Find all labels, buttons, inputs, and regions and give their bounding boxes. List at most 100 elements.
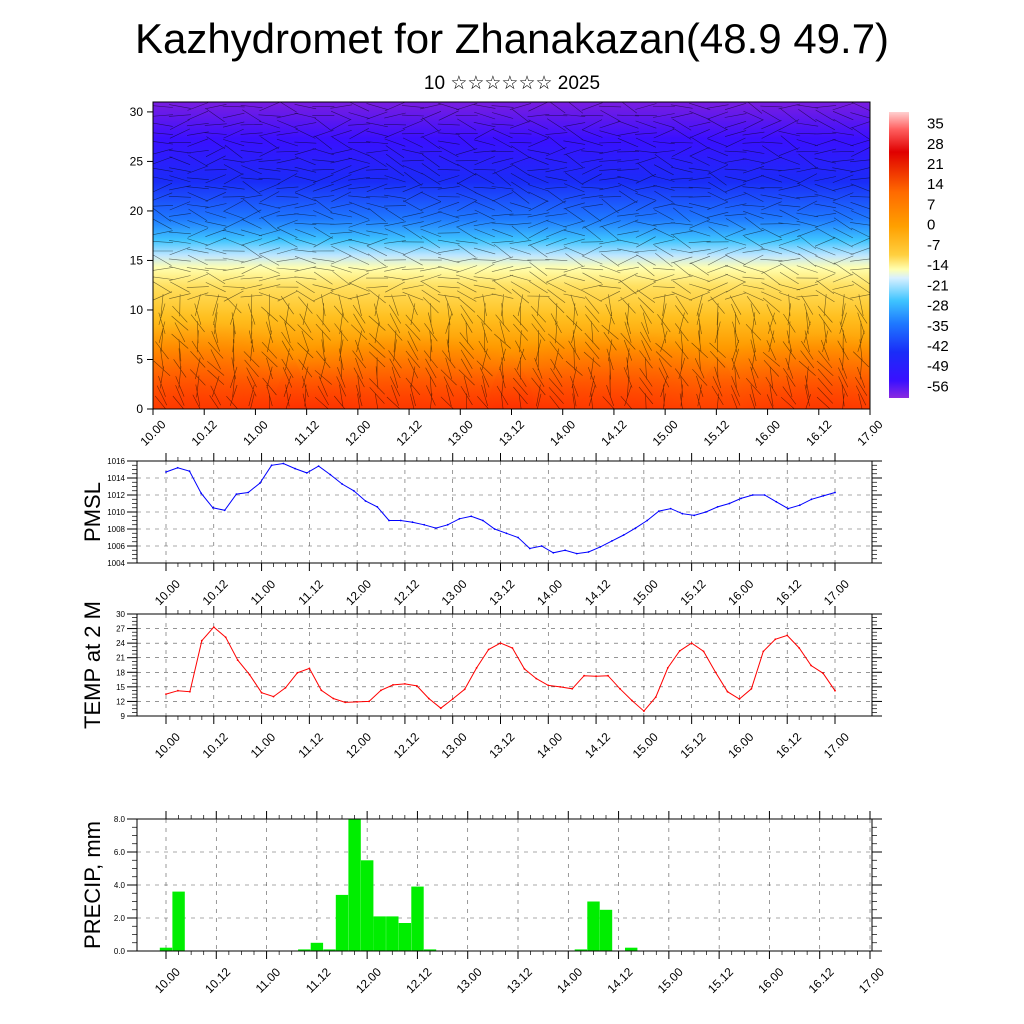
heatmap-x-tick-label: 13.12	[496, 417, 527, 448]
pmsl-x-tick-label: 14.12	[582, 577, 613, 608]
temp-point	[368, 700, 370, 703]
heatmap-y-tick-label: 25	[130, 154, 144, 168]
temp-point	[762, 650, 765, 653]
precip-frame	[136, 818, 873, 952]
temp-point	[834, 689, 836, 692]
pmsl-point	[646, 519, 649, 522]
temp-point	[571, 687, 574, 690]
pmsl-point	[388, 519, 390, 522]
precip-x-tick-label: 13.12	[504, 965, 535, 996]
pmsl-point	[622, 534, 625, 536]
pmsl-point	[259, 482, 261, 484]
pmsl-x-tick-label: 14.00	[534, 577, 565, 608]
heatmap-x-tick-label: 12.00	[342, 417, 373, 448]
pmsl-point	[740, 497, 742, 500]
temp-point	[272, 695, 275, 698]
pmsl-x-tick-label: 12.12	[391, 577, 422, 608]
pmsl-point	[282, 462, 285, 465]
colorbar-label: -21	[927, 277, 949, 294]
pmsl-point	[528, 547, 531, 550]
precip-x-tick-label: 14.00	[554, 965, 585, 996]
temp-point	[702, 650, 705, 653]
temp-y-tick-label: 27	[116, 625, 125, 634]
temp-point	[200, 639, 203, 642]
precip-bar	[587, 901, 600, 951]
precip-x-tick-label: 15.00	[655, 965, 686, 996]
pmsl-point	[669, 507, 672, 510]
pmsl-point	[575, 552, 578, 555]
pmsl-point	[681, 512, 684, 515]
heatmap-x-tick-label: 11.00	[240, 418, 271, 449]
temp-point	[356, 701, 358, 703]
pmsl-point	[458, 517, 461, 520]
precip-x-tick-label: 10.12	[202, 965, 233, 996]
heatmap-x-tick-label: 14.12	[598, 417, 629, 448]
temp-point	[463, 688, 466, 691]
pmsl-point	[599, 546, 602, 548]
temp-point	[439, 707, 442, 710]
heatmap-panel	[153, 102, 870, 409]
heatmap-x-tick-label: 16.12	[803, 417, 834, 448]
colorbar-label: 7	[927, 196, 935, 213]
temp-point	[212, 626, 215, 628]
pmsl-point	[716, 506, 719, 508]
pmsl-point	[751, 494, 754, 496]
temp-y-tick-label: 15	[116, 683, 125, 692]
temp-point	[475, 667, 478, 669]
pmsl-frame	[136, 460, 873, 564]
pmsl-point	[435, 527, 437, 529]
precip-x-tick-label: 12.12	[403, 965, 434, 996]
pmsl-point	[270, 464, 273, 467]
temp-point	[810, 664, 812, 667]
precip-bar	[172, 891, 185, 951]
pmsl-point	[399, 519, 402, 522]
temp-x-tick-label: 15.12	[677, 730, 708, 761]
pmsl-point	[470, 515, 473, 518]
precip-bar	[411, 886, 424, 951]
temp-x-tick-label: 16.00	[725, 730, 756, 761]
heatmap-x-tick-label: 16.00	[752, 417, 783, 448]
pmsl-point	[317, 465, 320, 467]
colorbar-label: -7	[927, 237, 940, 254]
pmsl-x-tick-label: 15.00	[630, 577, 661, 608]
precip-x-tick-label: 17.00	[856, 965, 887, 996]
heatmap-y-tick-label: 5	[136, 352, 143, 366]
pmsl-y-tick-label: 1004	[107, 559, 125, 568]
pmsl-point	[446, 523, 449, 526]
temp-point	[738, 698, 741, 700]
pmsl-x-tick-label: 11.00	[248, 577, 279, 608]
pmsl-point	[728, 502, 731, 505]
temp-x-tick-label: 13.12	[486, 730, 517, 761]
temp-point	[248, 673, 251, 676]
precip-y-tick-label: 0.0	[114, 947, 126, 956]
heatmap-x-tick-label: 14.00	[547, 417, 578, 448]
temp-y-tick-label: 21	[116, 654, 125, 663]
pmsl-x-tick-label: 16.12	[773, 577, 804, 608]
pmsl-point	[341, 483, 343, 485]
pmsl-point	[352, 489, 355, 492]
pmsl-point	[540, 545, 543, 547]
pmsl-point	[200, 492, 203, 495]
colorbar-label: -35	[927, 318, 949, 335]
precip-x-tick-label: 13.00	[454, 965, 485, 996]
temp-point	[511, 647, 514, 649]
precip-x-tick-label: 16.00	[755, 965, 786, 996]
chart-title: Kazhydromet for Zhanakazan(48.9 49.7)	[134, 15, 890, 62]
pmsl-point	[165, 471, 167, 473]
pmsl-y-axis-label: PMSL	[80, 482, 105, 542]
colorbar-label: 0	[927, 217, 935, 234]
wind-barbs	[153, 102, 870, 409]
precip-x-tick-label: 11.12	[303, 965, 334, 996]
precip-y-tick-label: 6.0	[114, 848, 126, 857]
precip-bar	[361, 860, 374, 952]
temp-x-tick-label: 14.12	[582, 730, 613, 761]
pmsl-x-tick-label: 15.12	[677, 577, 708, 608]
temp-x-tick-label: 16.12	[773, 730, 804, 761]
pmsl-x-tick-label: 10.00	[152, 577, 183, 608]
pmsl-y-tick-label: 1006	[107, 542, 125, 551]
temp-point	[224, 636, 227, 639]
temp-point	[547, 684, 550, 687]
heatmap-y-tick-label: 20	[130, 204, 144, 218]
temp-y-axis-label: TEMP at 2 M	[80, 601, 105, 729]
